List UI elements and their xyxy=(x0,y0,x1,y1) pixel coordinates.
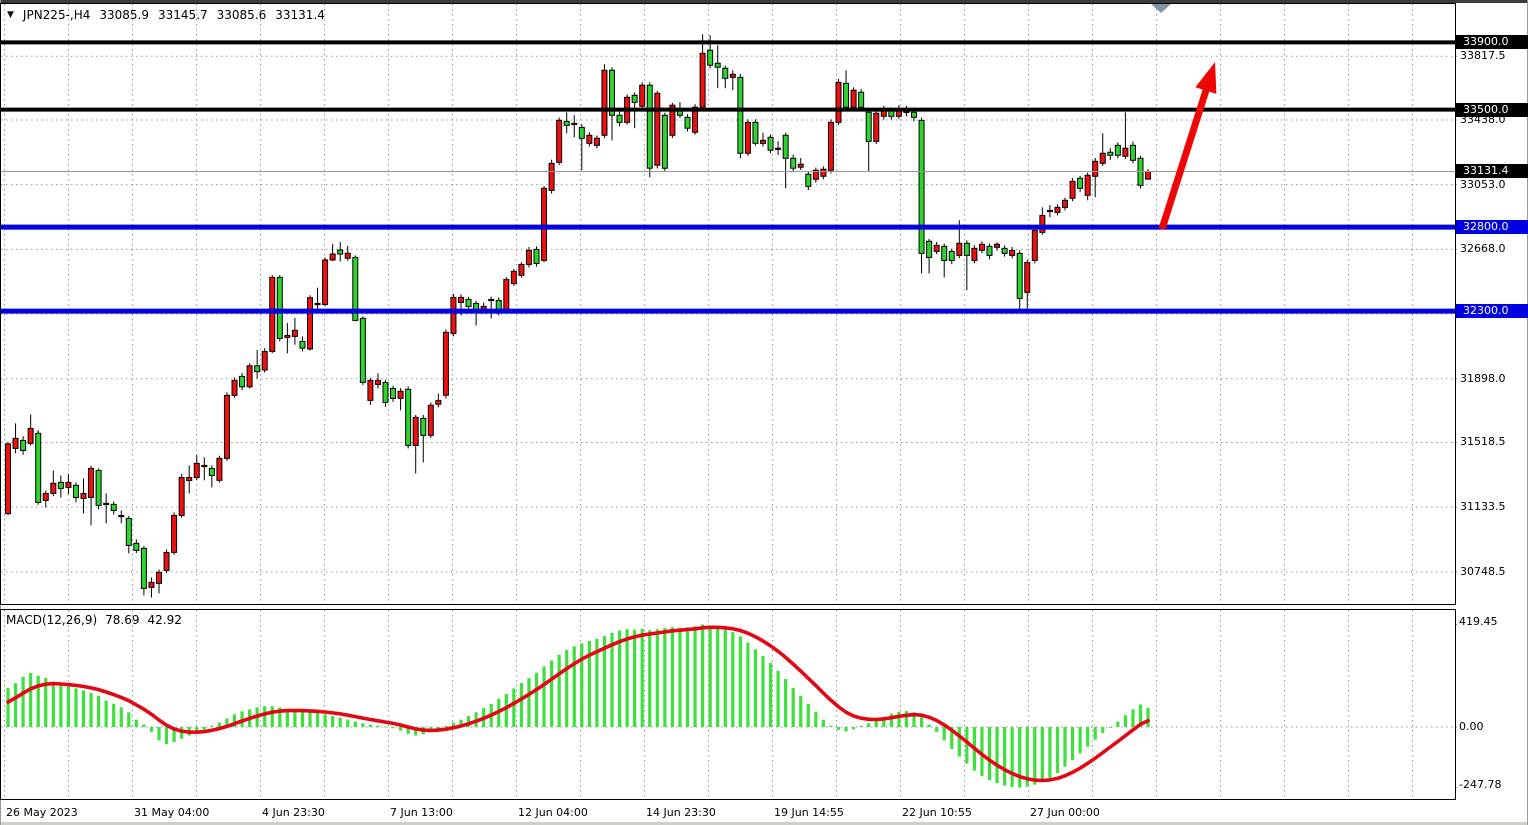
macd-tick: 0.00 xyxy=(1459,720,1484,733)
price-tick: 30748.5 xyxy=(1460,565,1506,578)
x-axis-label: 12 Jun 04:00 xyxy=(518,806,588,819)
symbol-dropdown-icon[interactable]: ▼ xyxy=(7,10,14,20)
ohlc-open: 33085.9 xyxy=(99,8,150,22)
x-axis-label: 14 Jun 23:30 xyxy=(646,806,716,819)
macd-signal-line xyxy=(6,625,1150,783)
level-price-badge: 32300.0 xyxy=(1456,304,1528,318)
ohlc-close: 33131.4 xyxy=(275,8,325,22)
x-axis-label: 31 May 04:00 xyxy=(134,806,210,819)
price-tick: 31133.5 xyxy=(1460,500,1506,513)
ohlc-high: 33145.7 xyxy=(158,8,208,22)
price-tick: 32668.0 xyxy=(1460,242,1506,255)
chart-title-row: ▼ JPN225-,H4 33085.9 33145.7 33085.6 331… xyxy=(7,8,325,22)
macd-signal-value: 42.92 xyxy=(147,613,182,627)
scroll-to-end-marker[interactable] xyxy=(1151,4,1171,13)
price-tick: 33817.5 xyxy=(1460,49,1506,62)
macd-name: MACD(12,26,9) xyxy=(6,613,98,627)
macd-tick: 419.45 xyxy=(1459,615,1498,628)
price-tick: 33053.0 xyxy=(1460,178,1506,191)
price-tick: 31898.0 xyxy=(1460,372,1506,385)
x-axis-label: 27 Jun 00:00 xyxy=(1030,806,1100,819)
x-axis-label: 26 May 2023 xyxy=(6,806,78,819)
macd-tick: -247.78 xyxy=(1459,778,1502,791)
level-price-badge: 32800.0 xyxy=(1456,220,1528,234)
grid-lines xyxy=(1,4,1460,799)
ohlc-low: 33085.6 xyxy=(216,8,267,22)
macd-main-value: 78.69 xyxy=(105,613,140,627)
symbol-period-label: JPN225-,H4 xyxy=(22,8,91,22)
x-axis-label: 22 Jun 10:55 xyxy=(902,806,972,819)
x-axis-label: 7 Jun 13:00 xyxy=(390,806,453,819)
x-axis-label: 4 Jun 23:30 xyxy=(262,806,325,819)
macd-indicator-label: MACD(12,26,9) 78.69 42.92 xyxy=(6,613,182,627)
price-tick: 31518.5 xyxy=(1460,435,1506,448)
macd-histogram xyxy=(6,624,1150,788)
level-price-badge: 33500.0 xyxy=(1456,103,1528,117)
level-price-badge: 33900.0 xyxy=(1456,35,1528,49)
candles-layer xyxy=(5,34,1152,598)
trend-arrow-annotation[interactable] xyxy=(1158,62,1217,231)
x-axis-label: 19 Jun 14:55 xyxy=(774,806,844,819)
current-price-badge: 33131.4 xyxy=(1456,164,1528,178)
